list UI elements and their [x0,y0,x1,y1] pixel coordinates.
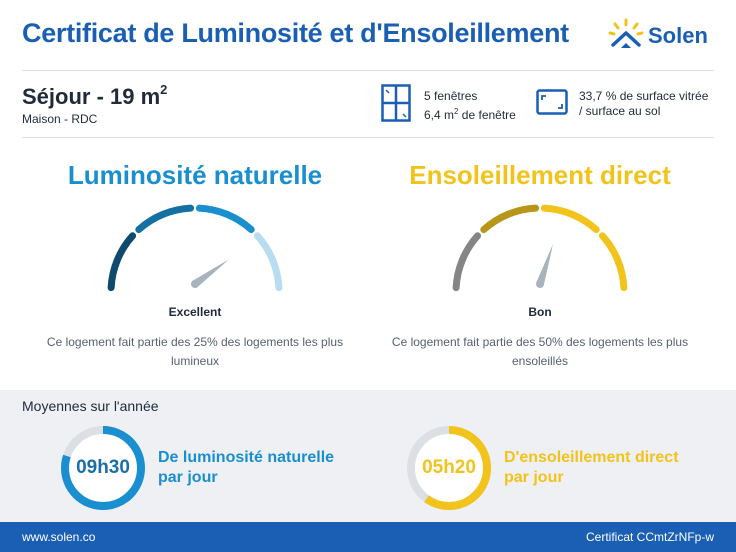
window-info: 5 fenêtres 6,4 m2 de fenêtre [424,89,516,123]
sunshine-ring-chart [407,426,491,510]
sunshine-gauge-segment [598,232,628,292]
sunshine-gauge-segment [540,204,600,234]
sunshine-description: Ce logement fait partie des 50% des loge… [391,335,689,368]
sunshine-ring-fill [407,426,491,510]
glazing-ratio: 33,7 % de surface vitrée [579,89,709,103]
luminosity-gauge-needle [192,259,229,288]
luminosity-average-line2: par jour [158,469,218,486]
sunshine-average-line2: par jour [504,469,564,486]
luminosity-title: Luminosité naturelle [67,160,323,190]
averages-title: Moyennes sur l'année [22,398,159,414]
luminosity-average-line1: De luminosité naturelle [158,449,335,466]
page-title: Certificat de Luminosité et d'Ensoleille… [22,18,569,48]
luminosity-gauge-segment [253,232,283,292]
sunshine-gauge-needle [536,244,553,286]
luminosity-average-label: De luminosité naturelle par jour [158,448,358,488]
sunshine-hours: 05h20 [422,457,476,478]
averages-panel: Moyennes sur l'année 09h30 De luminosité… [0,390,736,522]
luminosity-gauge-hub [191,280,199,288]
sunshine-gauge-segment [480,204,540,234]
luminosity-description: Ce logement fait partie des 25% des loge… [46,335,344,368]
footer: www.solen.co Certificat CCmtZrNFp-w [0,522,736,552]
luminosity-gauge-segment [195,204,255,234]
sunshine-title: Ensoleillement direct [409,160,671,190]
glazing-ratio-unit: / surface au sol [579,104,661,118]
window-count: 5 fenêtres [424,89,478,103]
luminosity-rating: Excellent [168,305,222,319]
window-icon [381,84,411,122]
divider [22,70,714,71]
luminosity-ring-fill [61,426,145,510]
glazing-info: 33,7 % de surface vitrée / surface au so… [579,89,708,119]
sunshine-gauge-hub [536,280,544,288]
header: Certificat de Luminosité et d'Ensoleille… [0,0,736,70]
sunshine-average-label: D'ensoleillement direct par jour [504,448,704,488]
luminosity-hours: 09h30 [76,457,130,478]
sunshine-ring: 05h20 [406,425,492,511]
luminosity-gauge-segment [107,232,137,292]
glazing-icon [536,89,568,115]
room-title: Séjour - 19 m2 [22,82,168,109]
room-subtitle: Maison - RDC [22,112,98,126]
sunshine-average-line1: D'ensoleillement direct [504,449,679,466]
divider [22,137,714,138]
house-sun-icon [608,18,644,48]
brand-logo: Solen [608,18,718,52]
luminosity-ring: 09h30 [60,425,146,511]
window-area: 6,4 m2 de fenêtre [424,107,516,122]
sunshine-gauge-segment [452,232,482,292]
luminosity-gauge [107,204,283,292]
website-link[interactable]: www.solen.co [22,530,96,544]
brand-name: Solen [648,23,708,48]
sunshine-gauge [452,204,628,292]
sunshine-rating: Bon [528,305,552,319]
luminosity-gauge-segment [135,204,195,234]
certificate-id: Certificat CCmtZrNFp-w [586,530,714,544]
luminosity-ring-chart [61,426,145,510]
